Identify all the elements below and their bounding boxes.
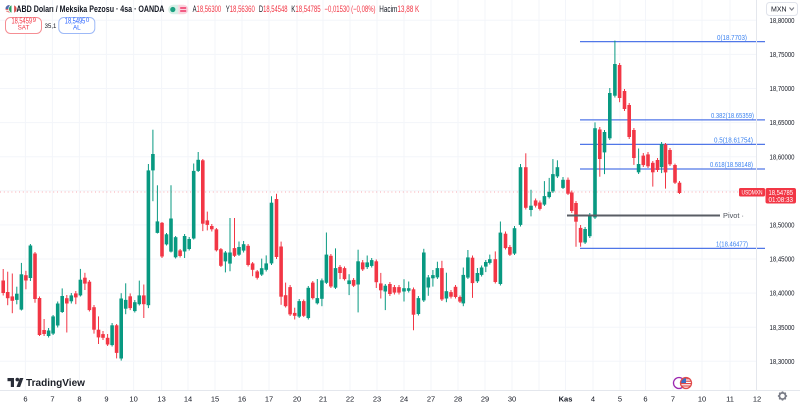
svg-text:18,50000: 18,50000 (770, 221, 795, 230)
svg-text:Y18,56360: Y18,56360 (226, 4, 255, 14)
svg-text:21: 21 (319, 395, 327, 404)
svg-text:20: 20 (293, 395, 301, 404)
svg-text:8: 8 (77, 395, 81, 404)
svg-text:ABD Doları / Meksika Pezosu ·: ABD Doları / Meksika Pezosu · 4sa · OAND… (16, 4, 164, 15)
svg-text:12: 12 (753, 395, 761, 404)
svg-text:SAT: SAT (18, 25, 30, 32)
svg-text:18,30000: 18,30000 (770, 357, 795, 366)
svg-text:18,80000: 18,80000 (770, 16, 795, 25)
svg-text:35,1: 35,1 (45, 24, 57, 30)
svg-text:USDMXN: USDMXN (742, 190, 763, 197)
svg-text:Kas: Kas (559, 395, 573, 404)
svg-text:AL: AL (73, 25, 81, 32)
svg-text:27: 27 (427, 395, 435, 404)
svg-text:10: 10 (698, 395, 706, 404)
svg-text:6: 6 (23, 395, 27, 404)
svg-text:24: 24 (400, 395, 408, 404)
svg-text:5: 5 (618, 395, 622, 404)
svg-text:22: 22 (346, 395, 354, 404)
svg-text:18,5495: 18,5495 (65, 17, 86, 26)
svg-text:17: 17 (265, 395, 273, 404)
svg-text:18,54785: 18,54785 (769, 190, 794, 197)
svg-text:18,75000: 18,75000 (770, 50, 795, 59)
svg-text:1(18.46477): 1(18.46477) (716, 240, 748, 249)
svg-text:0: 0 (86, 17, 90, 24)
svg-text:15: 15 (211, 395, 219, 404)
svg-text:−0,01530 (−0,08%): −0,01530 (−0,08%) (325, 4, 376, 14)
svg-text:7: 7 (671, 395, 675, 404)
svg-text:18,35000: 18,35000 (770, 323, 795, 332)
svg-text:9: 9 (104, 395, 108, 404)
svg-text:A18,56300: A18,56300 (193, 4, 222, 14)
svg-text:29: 29 (481, 395, 489, 404)
svg-text:01:08:33: 01:08:33 (769, 197, 794, 204)
svg-text:4: 4 (591, 395, 595, 404)
svg-text:23: 23 (373, 395, 381, 404)
svg-text:16: 16 (238, 395, 246, 404)
svg-text:Hacim13,88 K: Hacim13,88 K (379, 4, 419, 14)
svg-text:18,5459: 18,5459 (12, 17, 33, 26)
svg-text:18,45000: 18,45000 (770, 255, 795, 264)
svg-text:K18,54785: K18,54785 (291, 4, 320, 14)
svg-text:TradingView: TradingView (26, 377, 86, 389)
svg-text:0.5(18.61754): 0.5(18.61754) (714, 136, 753, 145)
svg-text:9: 9 (33, 17, 37, 24)
svg-text:MXN: MXN (771, 7, 787, 14)
svg-text:14: 14 (184, 395, 192, 404)
svg-text:0.618(18.58148): 0.618(18.58148) (710, 160, 753, 169)
svg-text:D18,54548: D18,54548 (259, 4, 288, 14)
svg-text:30: 30 (508, 395, 516, 404)
svg-text:11: 11 (726, 395, 734, 404)
svg-text:0(18.7703): 0(18.7703) (717, 33, 747, 42)
svg-text:6: 6 (643, 395, 647, 404)
svg-text:7: 7 (50, 395, 54, 404)
svg-text:18,70000: 18,70000 (770, 84, 795, 93)
svg-text:18,60000: 18,60000 (770, 152, 795, 161)
svg-text:18,40000: 18,40000 (770, 289, 795, 298)
svg-text:Pivot ·: Pivot · (723, 211, 744, 220)
svg-text:18,65000: 18,65000 (770, 118, 795, 127)
svg-text:10: 10 (129, 395, 137, 404)
svg-text:13: 13 (157, 395, 165, 404)
svg-text:28: 28 (454, 395, 462, 404)
svg-text:0.382(18.65359): 0.382(18.65359) (711, 111, 754, 120)
